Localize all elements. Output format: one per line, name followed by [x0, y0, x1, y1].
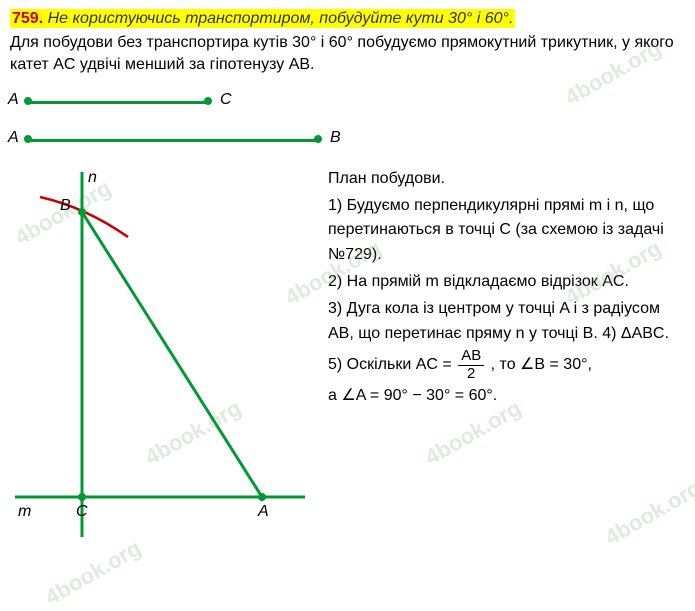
- segment-ab-line: [28, 139, 318, 142]
- point-c: [78, 493, 86, 501]
- hypotenuse-line: [82, 212, 262, 497]
- problem-statement-text: Не користуючись транспортиром, побудуйте…: [48, 10, 514, 27]
- problem-row: 759. Не користуючись транспортиром, побу…: [10, 10, 685, 28]
- plan-step5-pre: 5) Оскільки AC =: [328, 357, 456, 374]
- diagram-svg: [10, 167, 310, 547]
- plan-step5-end: а ∠A = 90° − 30° = 60°.: [328, 384, 685, 409]
- segment-ac-label-c: C: [220, 91, 232, 109]
- axis-n-label: n: [88, 169, 97, 187]
- segment-ac-label-a: A: [8, 91, 19, 109]
- plan-step1: 1) Будуємо перпендикулярні прямі m і n, …: [328, 194, 685, 268]
- axis-m-label: m: [18, 503, 31, 521]
- point-c-label: C: [76, 503, 88, 521]
- point-a-label: A: [258, 503, 269, 521]
- plan-text: План побудови. 1) Будуємо перпендикулярн…: [310, 167, 685, 547]
- fraction-den: 2: [458, 366, 484, 383]
- segment-ab-point-b: [314, 135, 322, 143]
- fraction: AB 2: [458, 348, 484, 382]
- segment-ac-point-a: [24, 97, 32, 105]
- plan-step2: 2) На прямій m відкладаємо відрізок AC.: [328, 270, 685, 295]
- segment-ab: A B: [20, 129, 330, 149]
- segment-ac: A C: [20, 91, 220, 111]
- plan-step5-mid: , то ∠B = 30°,: [491, 357, 592, 374]
- segment-ac-point-c: [204, 97, 212, 105]
- segments-block: A C A B: [20, 91, 685, 149]
- point-b-label: B: [60, 197, 71, 215]
- segment-ab-point-a: [24, 135, 32, 143]
- plan-step5-line1: 5) Оскільки AC = AB 2 , то ∠B = 30°,: [328, 348, 685, 382]
- intro-text: Для побудови без транспортира кутів 30° …: [10, 32, 685, 77]
- plan-title: План побудови.: [328, 167, 685, 192]
- segment-ab-label-b: B: [330, 129, 341, 147]
- lower-block: n m B C A План побудови. 1) Будуємо перп…: [10, 167, 685, 547]
- fraction-num: AB: [458, 348, 484, 366]
- segment-ac-line: [28, 101, 208, 104]
- point-b: [78, 208, 86, 216]
- plan-step3: 3) Дуга кола із центром у точці A і з ра…: [328, 297, 685, 347]
- problem-number: 759.: [12, 10, 43, 27]
- segment-ab-label-a: A: [8, 129, 19, 147]
- point-a: [258, 493, 266, 501]
- diagram: n m B C A: [10, 167, 310, 547]
